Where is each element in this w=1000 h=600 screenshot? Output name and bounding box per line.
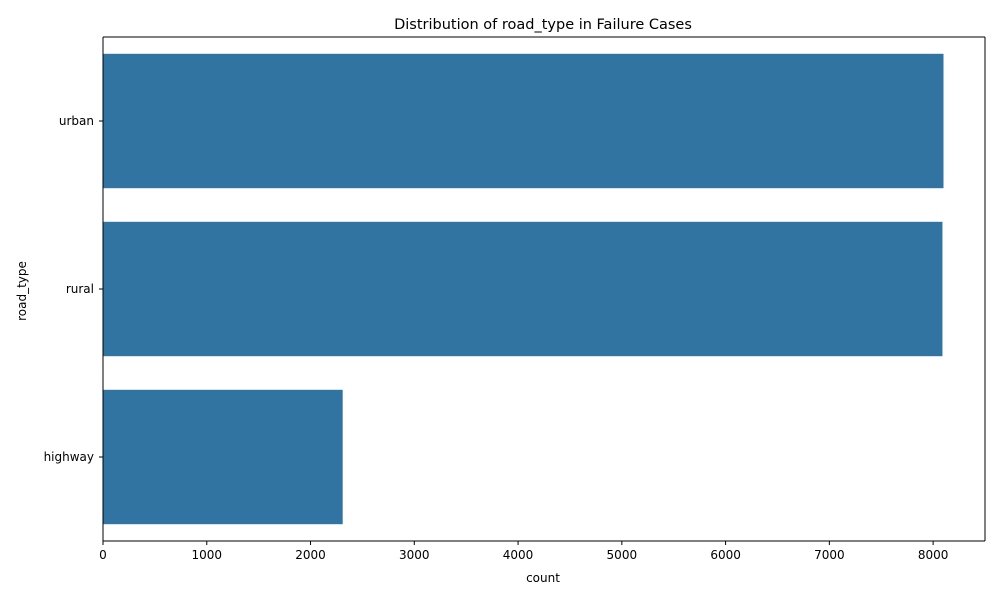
x-axis-ticks: 0 1000 2000 3000 4000 5000 6000 7000 8000 — [99, 541, 948, 562]
y-tick-label: urban — [59, 114, 94, 128]
chart-title: Distribution of road_type in Failure Cas… — [394, 17, 692, 33]
x-axis-label: count — [526, 571, 560, 585]
x-tick-label: 5000 — [607, 548, 638, 562]
x-tick-label: 6000 — [710, 548, 741, 562]
x-tick-label: 4000 — [503, 548, 534, 562]
bar-urban — [103, 53, 944, 189]
y-tick-label: highway — [44, 450, 94, 464]
x-tick-label: 1000 — [191, 548, 222, 562]
y-axis-ticks: urban rural highway — [44, 114, 103, 464]
x-tick-label: 3000 — [399, 548, 430, 562]
x-tick-label: 7000 — [814, 548, 845, 562]
bar-highway — [103, 389, 343, 525]
x-tick-label: 2000 — [295, 548, 326, 562]
axes-spines — [102, 36, 986, 542]
x-tick-label: 8000 — [918, 548, 949, 562]
y-axis-label: road_type — [15, 261, 29, 321]
y-tick-label: rural — [66, 282, 94, 296]
bar-rural — [103, 221, 943, 357]
bars-group — [103, 53, 944, 525]
x-tick-label: 0 — [99, 548, 107, 562]
